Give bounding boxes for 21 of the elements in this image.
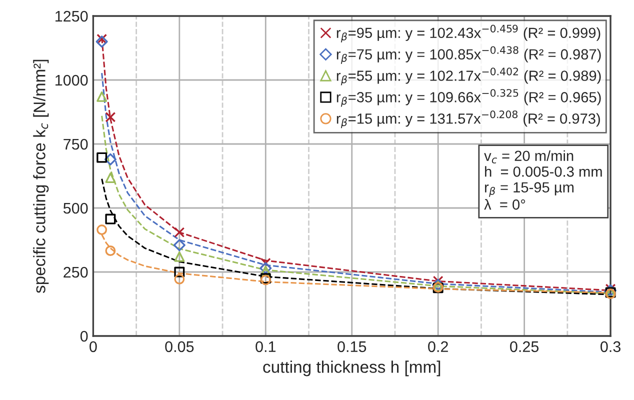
- legend-label: r$_{β}$=15 µm: y = 131.57x$^{−0.208}$ (R² = 0.973): [336, 110, 600, 128]
- x-axis-title: cutting thickness h [mm]: [263, 360, 440, 376]
- legend-label: r$_{β}$=75 µm: y = 100.85x$^{−0.438}$ (R² = 0.987): [336, 46, 601, 64]
- y-tick-label: 500: [63, 202, 88, 214]
- y-tick-label: 1250: [56, 10, 88, 22]
- y-tick-label: 1000: [56, 74, 88, 86]
- x-tick-label: 0.15: [338, 341, 366, 352]
- annotation: v$_{c}$ = 20 m/min h = 0.005-0.3 mm r$_{β}$ = 15-95 µm λ = 0°: [484, 150, 602, 210]
- legend-label: r$_{β}$=95 µm: y = 102.43x$^{−0.459}$ (R² = 0.999): [336, 24, 600, 42]
- x-tick-label: 0.3: [600, 341, 620, 352]
- y-tick-label: 0: [80, 330, 88, 342]
- y-axis-title: specific cutting force k$_{c}$ [N/mm²]: [33, 60, 49, 294]
- legend-label: r$_{β}$=55 µm: y = 102.17x$^{−0.402}$ (R² = 0.989): [336, 68, 601, 86]
- x-tick-label: 0: [90, 341, 97, 352]
- x-tick-label: 0.25: [510, 341, 539, 352]
- y-tick-label: 750: [64, 138, 88, 150]
- x-tick-label: 0.2: [428, 341, 448, 352]
- legend-label: r$_{β}$=35 µm: y = 109.66x$^{−0.325}$ (R² = 0.965): [336, 89, 601, 107]
- x-tick-label: 0.05: [165, 341, 194, 352]
- y-tick-label: 250: [64, 266, 88, 278]
- x-tick-label: 0.1: [256, 341, 276, 352]
